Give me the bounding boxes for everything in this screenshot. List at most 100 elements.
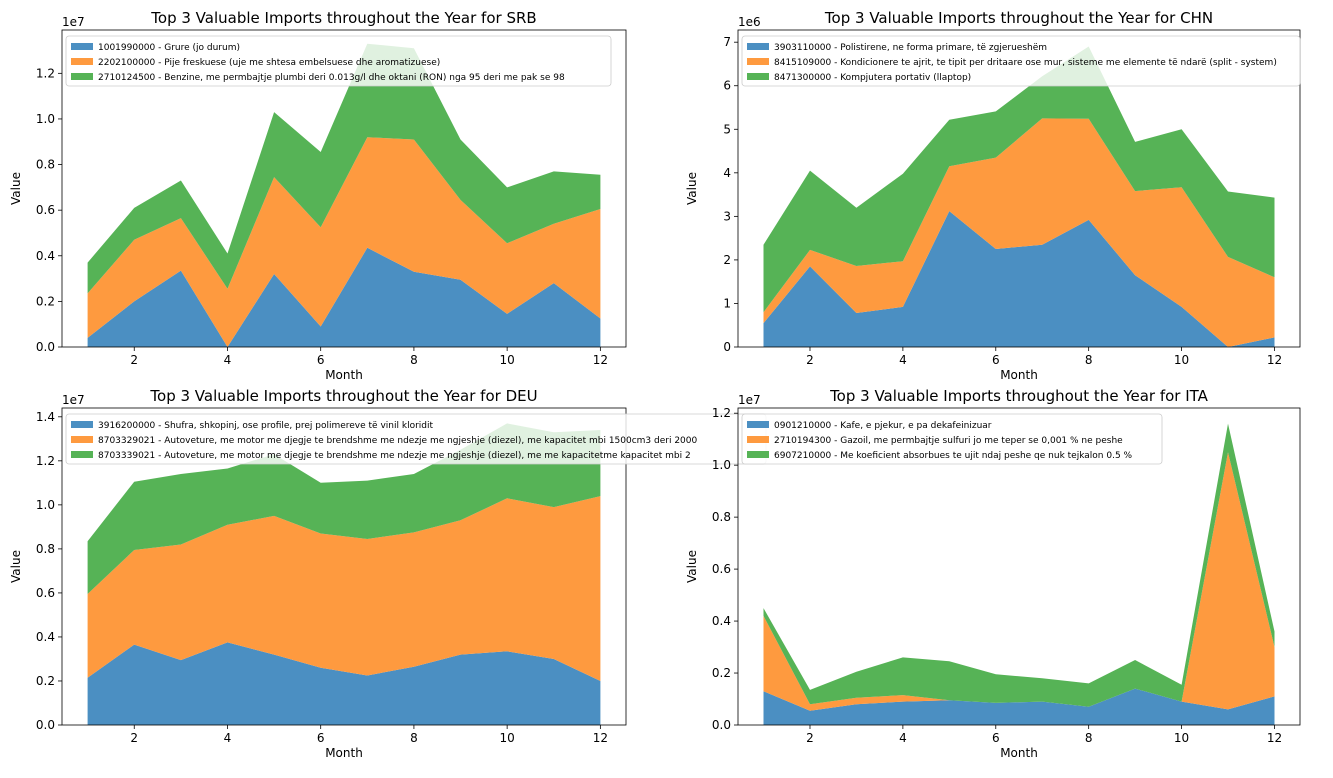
y-tick-label: 0.6 xyxy=(36,586,55,600)
x-tick-label: 6 xyxy=(317,353,325,367)
x-tick-label: 2 xyxy=(130,353,138,367)
y-tick-label: 0.8 xyxy=(36,158,55,172)
x-tick-label: 4 xyxy=(899,353,907,367)
area-series-1 xyxy=(763,688,1275,725)
legend-swatch xyxy=(71,451,93,458)
area-series-3 xyxy=(87,43,601,294)
legend-swatch xyxy=(747,43,769,50)
x-tick-label: 12 xyxy=(1267,731,1282,745)
y-axis-label: Value xyxy=(9,172,23,205)
y-tick-label: 0.0 xyxy=(712,718,731,732)
y-axis-label: Value xyxy=(9,550,23,583)
y-tick-label: 0.2 xyxy=(36,674,55,688)
plot-frame xyxy=(737,29,1301,348)
y-tick-label: 0.0 xyxy=(36,718,55,732)
y-tick-label: 0.6 xyxy=(712,562,731,576)
y-tick-label: 2 xyxy=(723,253,731,267)
y-tick-label: 3 xyxy=(723,209,731,223)
legend-label: 8703329021 - Autoveture, me motor me dje… xyxy=(98,436,698,446)
y-tick-label: 6 xyxy=(723,79,731,93)
x-tick-label: 12 xyxy=(593,353,608,367)
y-scale-label: 1e7 xyxy=(62,393,85,407)
x-axis-label: Month xyxy=(325,746,363,760)
x-tick-label: 6 xyxy=(317,731,325,745)
legend-label: 2202100000 - Pije freskuese (uje me shte… xyxy=(98,58,440,68)
x-tick-label: 8 xyxy=(410,353,418,367)
y-axis-label: Value xyxy=(685,172,699,205)
legend: 3903110000 - Polistirene, ne forma prima… xyxy=(741,35,1301,87)
y-tick-label: 7 xyxy=(723,35,731,49)
y-tick-label: 1 xyxy=(723,296,731,310)
plot-frame xyxy=(737,407,1301,726)
y-tick-label: 0.8 xyxy=(36,542,55,556)
legend-swatch xyxy=(71,58,93,65)
area-series-1 xyxy=(87,247,601,347)
y-tick-label: 1.2 xyxy=(36,66,55,80)
legend-box xyxy=(741,413,1163,465)
area-series-2 xyxy=(87,496,601,681)
x-axis-label: Month xyxy=(1000,368,1038,382)
legend-label: 8703339021 - Autoveture, me motor me dje… xyxy=(98,451,691,461)
y-tick-label: 0.8 xyxy=(712,510,731,524)
plot-frame xyxy=(61,29,627,348)
legend-swatch xyxy=(747,451,769,458)
area-series-1 xyxy=(763,211,1275,347)
y-tick-label: 1.0 xyxy=(36,112,55,126)
x-tick-label: 8 xyxy=(410,731,418,745)
x-tick-label: 8 xyxy=(1085,731,1093,745)
area-series-3 xyxy=(763,423,1275,707)
area-series-3 xyxy=(87,423,601,594)
y-tick-label: 0.2 xyxy=(712,666,731,680)
x-axis-label: Month xyxy=(325,368,363,382)
legend-label: 8471300000 - Kompjutera portativ (llapto… xyxy=(774,73,971,83)
y-tick-label: 1.0 xyxy=(36,498,55,512)
legend-label: 2710194300 - Gazoil, me permbajtje sulfu… xyxy=(774,436,1123,446)
legend-label: 3903110000 - Polistirene, ne forma prima… xyxy=(774,43,1047,53)
y-tick-label: 0.2 xyxy=(36,294,55,308)
legend-label: 3916200000 - Shufra, shkopinj, ose profi… xyxy=(98,421,433,431)
legend-box xyxy=(741,35,1301,87)
chart-panel-4: 2 4 6 8 10 12 0.0 0.2 0.4 0.6 0.8 1.0 1.2 1e7 Top 3 Va… xyxy=(685,387,1301,760)
y-scale-label: 1e6 xyxy=(738,15,761,29)
x-tick-label: 4 xyxy=(224,353,232,367)
legend-swatch xyxy=(71,436,93,443)
y-tick-label: 1.2 xyxy=(712,406,731,420)
legend: 0901210000 - Kafe, e pjekur, e pa dekafe… xyxy=(741,413,1163,465)
y-tick-label: 1.2 xyxy=(36,454,55,468)
x-axis-label: Month xyxy=(1000,746,1038,760)
area-series-2 xyxy=(763,452,1275,711)
legend: 1001990000 - Grure (jo durum) 2202100000 … xyxy=(65,35,612,87)
plot-frame xyxy=(61,407,627,726)
y-tick-label: 1.0 xyxy=(712,458,731,472)
legend-swatch xyxy=(747,73,769,80)
y-tick-label: 1.4 xyxy=(36,410,55,424)
chart-panel-1: 2 4 6 8 10 12 0.0 0.2 0.4 0.6 0.8 1.0 1.2 1e7 Top 3 Va… xyxy=(9,9,627,382)
legend-label: 6907210000 - Me koeficient absorbues te … xyxy=(774,451,1133,461)
area-series-2 xyxy=(87,137,601,347)
legend-swatch xyxy=(71,421,93,428)
y-tick-label: 0.4 xyxy=(36,630,55,644)
chart-panel-3: 2 4 6 8 10 12 0.0 0.2 0.4 0.6 0.8 1.0 1.2 1.4 1e7 Top 3… xyxy=(9,387,767,760)
x-tick-label: 2 xyxy=(806,731,814,745)
area-series-1 xyxy=(87,642,601,725)
legend-label: 8415109000 - Kondicionere te ajrit, te t… xyxy=(774,58,1277,68)
chart-title: Top 3 Valuable Imports throughout the Ye… xyxy=(149,387,537,405)
x-tick-label: 6 xyxy=(992,731,1000,745)
y-tick-label: 0.4 xyxy=(36,249,55,263)
legend-label: 0901210000 - Kafe, e pjekur, e pa dekafe… xyxy=(774,421,992,431)
area-series-3 xyxy=(763,46,1275,313)
y-tick-label: 0.4 xyxy=(712,614,731,628)
legend: 3916200000 - Shufra, shkopinj, ose profi… xyxy=(65,413,767,465)
legend-swatch xyxy=(747,421,769,428)
legend-swatch xyxy=(71,73,93,80)
x-tick-label: 10 xyxy=(1174,353,1189,367)
y-scale-label: 1e7 xyxy=(62,15,85,29)
legend-swatch xyxy=(747,58,769,65)
x-tick-label: 8 xyxy=(1085,353,1093,367)
y-scale-label: 1e7 xyxy=(738,393,761,407)
x-tick-label: 10 xyxy=(1174,731,1189,745)
chart-title: Top 3 Valuable Imports throughout the Ye… xyxy=(824,9,1213,27)
legend-swatch xyxy=(747,436,769,443)
